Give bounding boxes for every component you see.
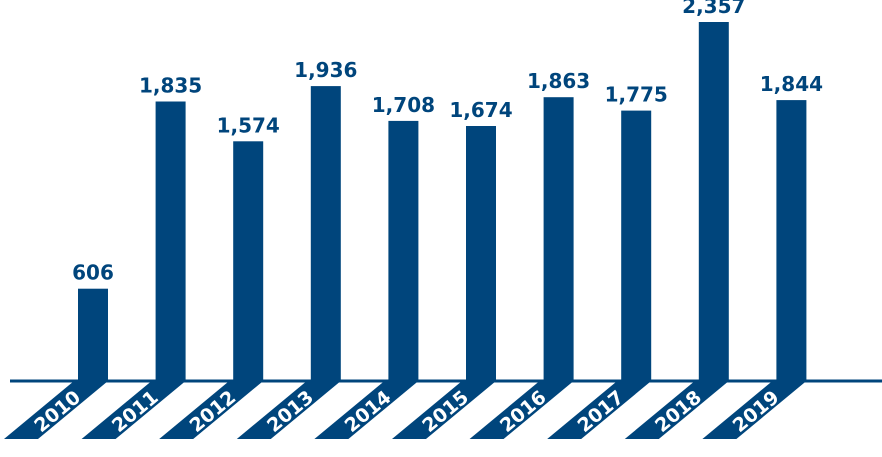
bar-2019 [776, 100, 807, 381]
value-label-2018: 2,357 [682, 0, 745, 18]
value-label-2015: 1,674 [449, 98, 512, 122]
bar-2014 [388, 120, 419, 382]
value-labels-group: 606 1,835 1,574 1,936 1,708 1,674 1,863 1,775 2,… [72, 0, 823, 285]
bar-2015 [466, 126, 496, 381]
bar-2016 [543, 97, 574, 381]
value-label-2019: 1,844 [760, 72, 823, 96]
bar-2018 [698, 22, 729, 381]
value-label-2011: 1,835 [139, 74, 202, 98]
category-band-2012 [159, 381, 264, 439]
value-label-2014: 1,708 [372, 93, 435, 117]
value-label-2017: 1,775 [605, 83, 668, 107]
bar-2017 [621, 110, 652, 381]
category-band-2017 [547, 381, 652, 439]
category-band-2010 [4, 381, 108, 439]
category-band-2018 [624, 381, 729, 439]
category-band-2011 [81, 381, 186, 439]
value-label-2013: 1,936 [294, 58, 357, 82]
bar-2011 [155, 101, 186, 381]
value-label-2012: 1,574 [217, 113, 280, 137]
bar-2010 [78, 288, 108, 381]
category-band-2014 [314, 381, 419, 439]
value-label-2016: 1,863 [527, 69, 590, 93]
bars-group [4, 22, 807, 439]
category-band-2015 [392, 381, 496, 439]
category-band-2016 [469, 381, 574, 439]
bar-2013 [310, 86, 341, 381]
category-band-2013 [236, 381, 341, 439]
category-band-2019 [702, 381, 807, 439]
value-label-2010: 606 [72, 261, 114, 285]
bar-2012 [233, 141, 264, 381]
